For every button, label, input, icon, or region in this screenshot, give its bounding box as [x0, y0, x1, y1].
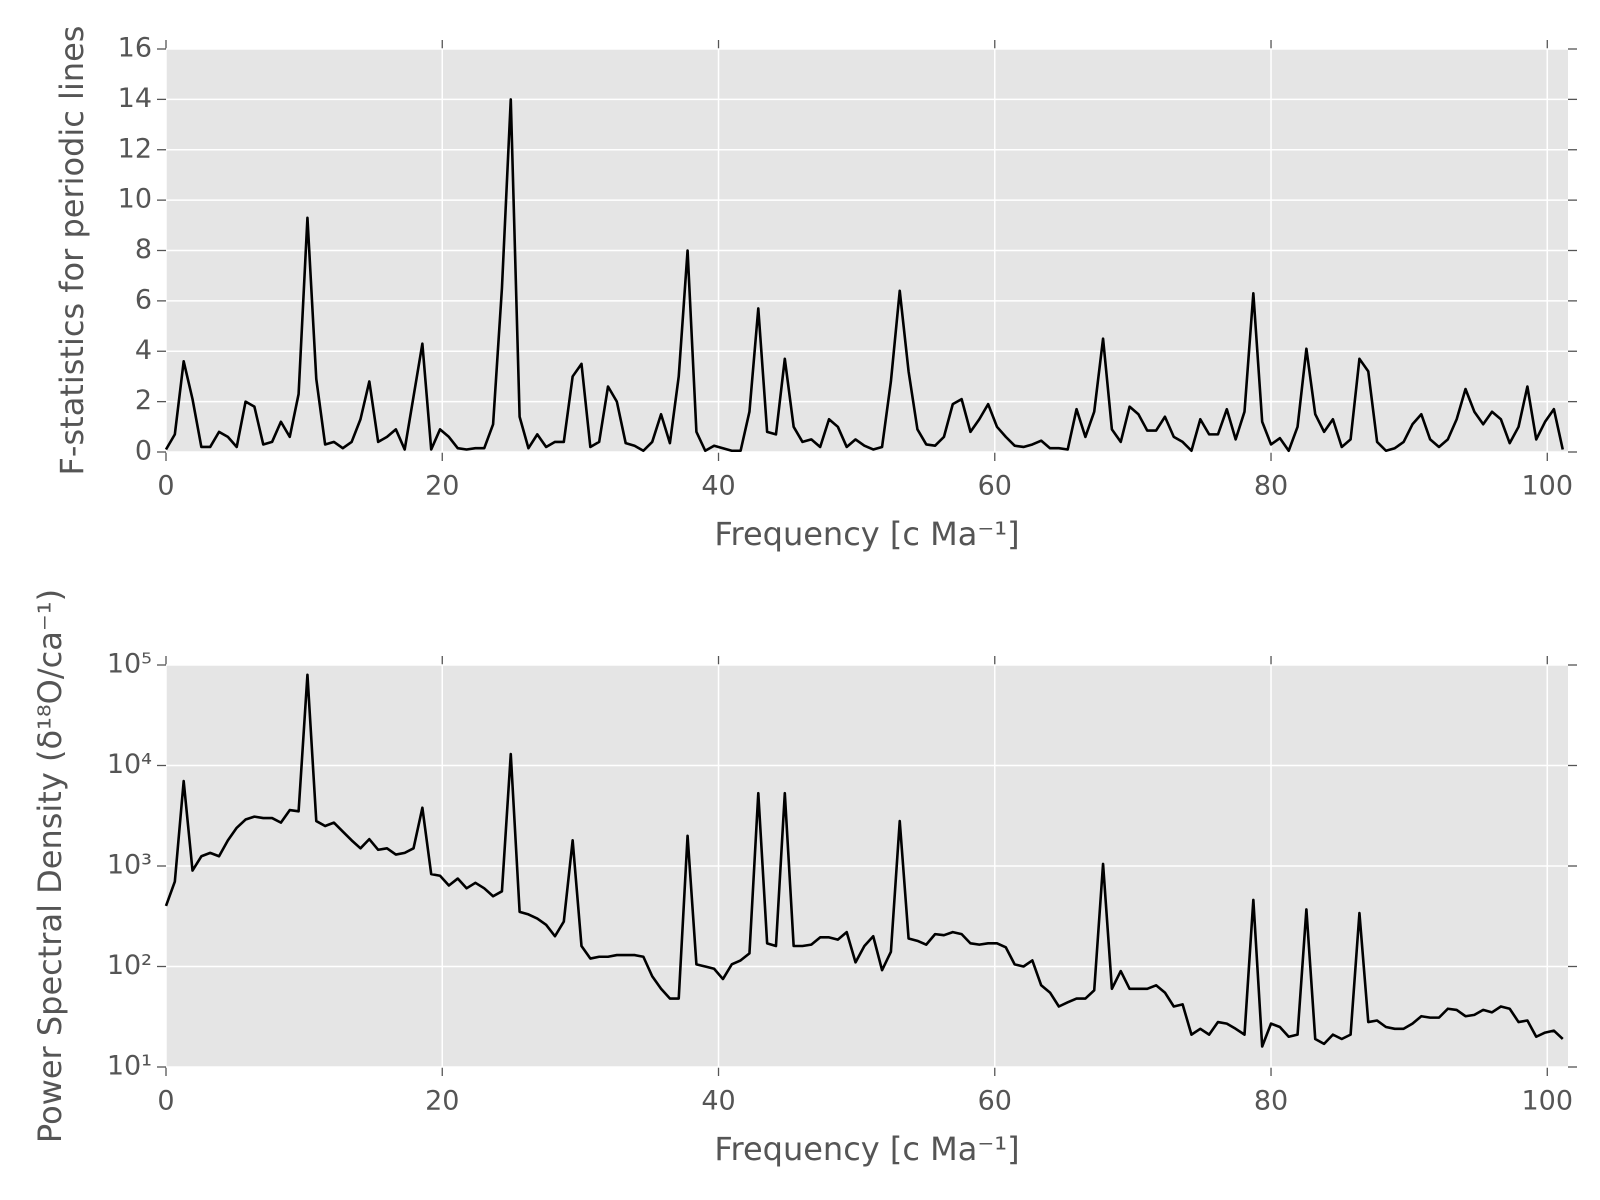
- x-tick-label: 0: [157, 1086, 174, 1117]
- y-tick-label: 16: [118, 33, 152, 64]
- x-axis-label: Frequency [c Ma⁻¹]: [714, 515, 1019, 553]
- x-tick-label: 80: [1254, 471, 1288, 502]
- y-tick-label: 0: [135, 436, 152, 467]
- x-tick-label: 60: [978, 1086, 1012, 1117]
- y-tick-label: 14: [118, 83, 152, 114]
- data-line: [164, 673, 1564, 1048]
- x-tick-label: 40: [701, 1086, 735, 1117]
- y-tick-label: 2: [135, 385, 152, 416]
- x-tick-label: 20: [425, 1086, 459, 1117]
- x-axis-label: Frequency [c Ma⁻¹]: [714, 1130, 1019, 1168]
- y-tick-label: 10³: [107, 850, 152, 881]
- y-axis-label: Power Spectral Density (δ¹⁸O/ca⁻¹): [31, 589, 69, 1143]
- y-tick-label: 6: [135, 284, 152, 315]
- x-tick-label: 100: [1522, 1086, 1574, 1117]
- x-tick-label: 20: [425, 471, 459, 502]
- y-tick-label: 10: [118, 184, 152, 215]
- x-tick-label: 100: [1522, 471, 1574, 502]
- y-tick-label: 4: [135, 335, 152, 366]
- y-tick-label: 10⁵: [107, 649, 152, 680]
- y-tick-label: 10⁴: [107, 749, 152, 780]
- y-tick-label: 10²: [107, 950, 152, 981]
- y-axis-label: F-statistics for periodic lines: [53, 26, 91, 476]
- y-tick-label: 8: [135, 234, 152, 265]
- data-line: [164, 98, 1565, 453]
- x-tick-label: 40: [701, 471, 735, 502]
- y-tick-label: 12: [118, 133, 152, 164]
- x-tick-label: 80: [1254, 1086, 1288, 1117]
- x-tick-label: 60: [978, 471, 1012, 502]
- x-tick-label: 0: [157, 471, 174, 502]
- y-tick-label: 10¹: [107, 1051, 152, 1082]
